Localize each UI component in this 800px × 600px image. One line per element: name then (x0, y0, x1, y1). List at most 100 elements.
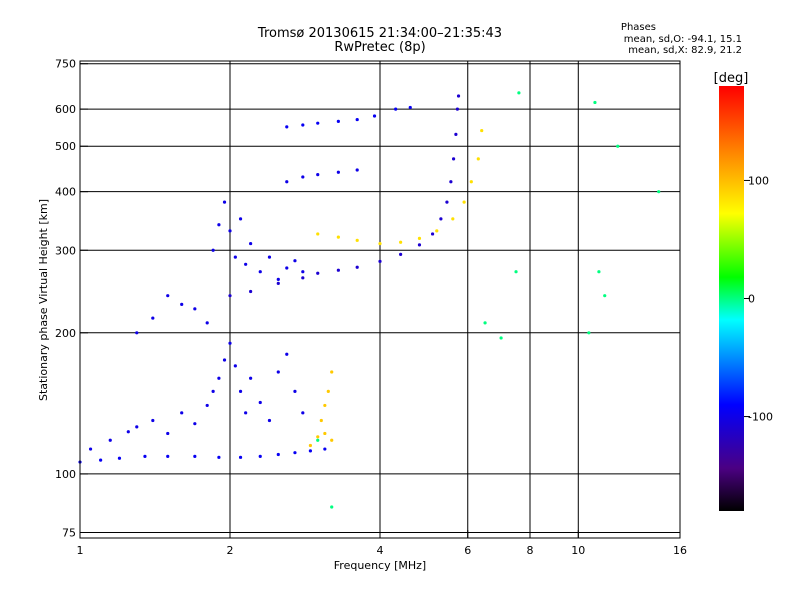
data-point (180, 302, 184, 306)
y-axis-label: Stationary phase Virtual Height [km] (37, 199, 50, 401)
data-point (336, 268, 340, 272)
x-tick-label: 4 (377, 544, 384, 557)
data-point (135, 331, 139, 335)
y-tick-label: 600 (55, 103, 76, 116)
data-point (244, 262, 248, 266)
data-point (308, 449, 313, 453)
data-point (316, 271, 320, 275)
data-point (233, 255, 237, 259)
data-point (217, 376, 221, 380)
data-point (301, 123, 305, 127)
data-point (166, 431, 170, 436)
data-point (193, 422, 197, 426)
axis-ticks: 1 2 4 6 8 10 16 75 100 200 300 400 500 600 750 (55, 58, 687, 557)
colorbar-tick-label: 0 (748, 293, 755, 306)
colorbar-tick-label: -100 (748, 411, 773, 424)
data-point (244, 411, 248, 415)
data-point (323, 447, 327, 451)
data-point (616, 144, 620, 148)
data-point (285, 266, 289, 270)
data-point (193, 307, 197, 311)
data-point (143, 454, 147, 458)
y-tick-label: 750 (55, 58, 76, 71)
data-point (378, 259, 382, 264)
data-point (657, 190, 661, 194)
data-point (316, 435, 320, 439)
data-point (217, 223, 221, 227)
data-point (355, 238, 359, 242)
y-tick-label: 400 (55, 186, 76, 199)
data-point (417, 236, 422, 240)
data-point (462, 200, 466, 204)
data-point (301, 175, 305, 179)
data-point (249, 241, 253, 246)
data-point (451, 157, 456, 161)
data-point (330, 438, 334, 442)
data-point (211, 248, 215, 252)
data-point (587, 331, 591, 335)
data-point (276, 277, 280, 281)
data-point (267, 255, 272, 259)
data-point (135, 425, 139, 429)
data-point (249, 376, 253, 380)
data-point (445, 200, 449, 204)
data-point (399, 240, 403, 244)
data-point (228, 341, 232, 345)
data-point (455, 107, 460, 111)
data-point (249, 289, 253, 294)
x-axis-label: Frequency [MHz] (334, 559, 426, 572)
y-tick-label: 75 (62, 526, 76, 539)
data-point (330, 370, 334, 374)
data-point (166, 294, 170, 298)
data-point (151, 316, 155, 320)
data-point (258, 270, 262, 274)
phase-stats-o: mean, sd,O: -94.1, 15.1 (623, 34, 742, 45)
data-point (276, 281, 280, 285)
data-point (238, 217, 243, 221)
y-tick-label: 500 (55, 140, 76, 153)
y-tick-label: 300 (55, 244, 76, 257)
data-point (355, 265, 359, 269)
data-points (78, 91, 661, 509)
data-point (205, 321, 209, 325)
data-point (258, 400, 262, 405)
colorbar-ticks: 100 0 -100 (744, 174, 773, 424)
data-point (593, 100, 597, 105)
data-point (222, 358, 227, 362)
colorbar-tick-label: 100 (748, 174, 769, 187)
data-point (258, 454, 262, 458)
data-point (166, 454, 170, 458)
data-point (151, 418, 155, 423)
data-point (323, 403, 327, 408)
data-point (301, 270, 305, 274)
data-point (372, 114, 377, 118)
data-point (336, 235, 340, 239)
data-point (514, 270, 518, 274)
chart-title: Tromsø 20130615 21:34:00–21:35:43 (257, 26, 503, 41)
data-point (435, 229, 439, 233)
data-point (238, 455, 243, 459)
x-tick-label: 8 (527, 544, 534, 557)
data-point (499, 336, 503, 340)
data-point (451, 217, 455, 221)
data-point (456, 94, 461, 98)
data-point (449, 180, 453, 184)
data-point (399, 252, 403, 256)
chart-subtitle: RwPretec (8p) (334, 40, 426, 55)
data-point (293, 451, 297, 455)
data-point (293, 389, 297, 393)
data-point (180, 411, 184, 415)
data-point (285, 352, 289, 356)
data-point (316, 232, 320, 236)
data-point (267, 418, 272, 423)
phase-stats-heading: Phases (620, 22, 656, 33)
data-point (222, 200, 227, 204)
data-point (355, 117, 359, 122)
data-point (276, 370, 280, 374)
data-point (293, 259, 297, 263)
data-point (99, 458, 103, 462)
x-tick-label: 1 (77, 544, 84, 557)
y-tick-label: 200 (55, 327, 76, 340)
data-point (439, 217, 443, 221)
data-point (330, 505, 334, 509)
